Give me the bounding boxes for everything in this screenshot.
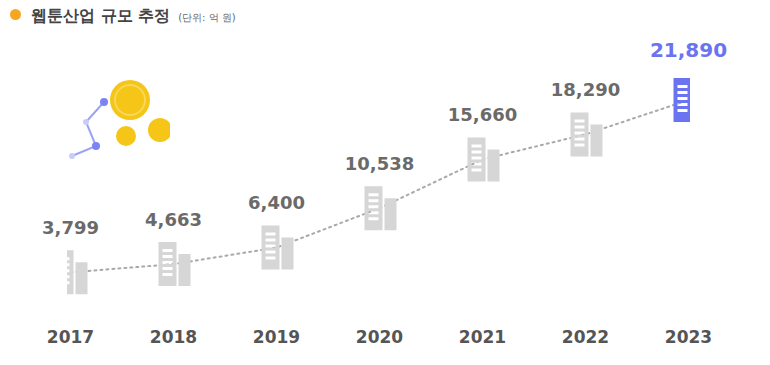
- svg-text:18,290: 18,290: [551, 79, 620, 100]
- svg-text:2021: 2021: [459, 327, 506, 347]
- svg-text:2022: 2022: [562, 327, 609, 347]
- svg-text:2019: 2019: [253, 327, 300, 347]
- html-text:(단위: 억 원): (단위: 억 원): [178, 12, 236, 23]
- html-text:웹툰산업 규모 추정: 웹툰산업 규모 추정: [31, 6, 171, 25]
- svg-text:2018: 2018: [150, 327, 197, 347]
- svg-text:15,660: 15,660: [448, 104, 517, 125]
- svg-text:21,890: 21,890: [650, 38, 727, 62]
- svg-text:10,538: 10,538: [345, 153, 414, 174]
- svg-text:3,799: 3,799: [42, 217, 99, 238]
- svg-text:2017: 2017: [47, 327, 94, 347]
- svg-text:2023: 2023: [665, 327, 712, 347]
- svg-text:4,663: 4,663: [145, 209, 202, 230]
- svg-text:6,400: 6,400: [248, 192, 305, 213]
- svg-text:2020: 2020: [356, 327, 403, 347]
